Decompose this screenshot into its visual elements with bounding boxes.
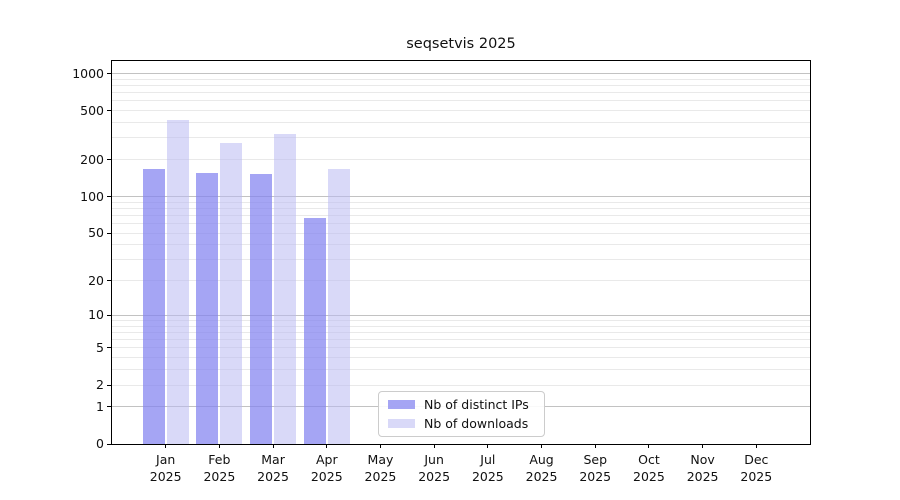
gridline-minor [112, 244, 810, 246]
y-axis-tick [107, 280, 111, 282]
y-tick-label: 20 [88, 272, 104, 288]
gridline-minor [112, 369, 810, 371]
x-tick-label: Feb 2025 [203, 452, 236, 484]
bar-distinct-ips-jan [142, 168, 165, 444]
x-tick-label: Apr 2025 [310, 452, 343, 484]
y-tick-label: 50 [88, 225, 104, 241]
legend-item-distinct-ips: Nb of distinct IPs [388, 397, 535, 412]
x-axis-tick [272, 444, 274, 448]
x-tick-label: Aug 2025 [525, 452, 558, 484]
y-axis-tick [107, 73, 111, 74]
bar-distinct-ips-feb [196, 172, 219, 444]
gridline-minor [112, 100, 810, 102]
gridline-minor [112, 92, 810, 94]
gridline-major [112, 314, 810, 316]
legend-swatch-distinct-ips [388, 400, 415, 410]
y-axis-tick [107, 196, 111, 197]
legend-item-downloads: Nb of downloads [388, 416, 535, 431]
x-axis-tick [218, 444, 220, 448]
x-axis-tick [165, 444, 167, 448]
x-axis-tick [379, 444, 381, 448]
gridline-minor [112, 78, 810, 80]
gridline-minor [112, 347, 810, 349]
bar-downloads-feb [220, 142, 243, 444]
x-tick-label: Jun 2025 [418, 452, 451, 484]
y-tick-label: 1 [96, 398, 104, 414]
x-axis-tick [702, 444, 704, 448]
x-axis-tick [487, 444, 489, 448]
y-tick-label: 5 [96, 339, 104, 355]
x-axis-tick [594, 444, 596, 448]
gridline-minor [112, 259, 810, 261]
gridline-minor [112, 232, 810, 234]
legend: Nb of distinct IPs Nb of downloads [378, 391, 545, 437]
y-tick-label: 10 [88, 307, 104, 323]
gridline-minor [112, 214, 810, 216]
legend-label-downloads: Nb of downloads [424, 415, 529, 431]
gridline-minor [112, 201, 810, 203]
x-tick-label: Sep 2025 [579, 452, 612, 484]
y-axis-tick [107, 314, 111, 316]
gridline-minor [112, 122, 810, 124]
gridline-minor [112, 137, 810, 139]
y-axis-tick [107, 443, 111, 445]
x-tick-label: Dec 2025 [740, 452, 773, 484]
x-tick-label: Nov 2025 [686, 452, 719, 484]
gridline-minor [112, 357, 810, 359]
y-axis-tick [107, 110, 111, 112]
bar-distinct-ips-apr [303, 217, 326, 444]
x-tick-label: Jan 2025 [149, 452, 182, 484]
bar-downloads-mar [274, 133, 297, 444]
legend-swatch-downloads [388, 418, 415, 428]
y-tick-label: 200 [80, 151, 104, 167]
y-axis-tick [107, 406, 111, 408]
bar-downloads-apr [327, 169, 350, 444]
y-tick-label: 1000 [72, 65, 104, 81]
gridline-minor [112, 320, 810, 322]
x-tick-label: Jul 2025 [471, 452, 504, 484]
gridline-minor [112, 159, 810, 161]
x-axis-tick [648, 444, 650, 448]
bar-downloads-jan [166, 120, 189, 444]
gridline-major [112, 73, 810, 74]
y-tick-label: 100 [80, 188, 104, 204]
y-axis-tick [107, 347, 111, 349]
x-axis-tick [433, 444, 435, 448]
gridline-minor [112, 84, 810, 86]
x-tick-label: Mar 2025 [257, 452, 289, 484]
bar-distinct-ips-mar [250, 173, 273, 444]
gridline-minor [112, 223, 810, 225]
y-tick-label: 500 [80, 102, 104, 118]
plot-area [111, 60, 811, 445]
x-axis-tick [326, 444, 328, 448]
gridline-minor [112, 384, 810, 386]
gridline-minor [112, 325, 810, 327]
gridline-major [112, 196, 810, 198]
gridline-minor [112, 207, 810, 209]
x-axis-tick [755, 444, 757, 448]
chart-title: seqsetvis 2025 [406, 36, 516, 52]
x-tick-label: Oct 2025 [633, 452, 665, 484]
gridline-minor [112, 110, 810, 112]
y-axis-tick [107, 159, 111, 161]
legend-label-distinct-ips: Nb of distinct IPs [424, 397, 529, 413]
x-tick-label: May 2025 [364, 452, 397, 484]
gridline-minor [112, 339, 810, 341]
y-tick-label: 2 [96, 377, 104, 393]
x-axis-tick [541, 444, 543, 448]
y-axis-tick [107, 232, 111, 234]
gridline-minor [112, 332, 810, 333]
y-axis-tick [107, 384, 111, 386]
gridline-minor [112, 280, 810, 282]
y-tick-label: 0 [96, 436, 104, 451]
